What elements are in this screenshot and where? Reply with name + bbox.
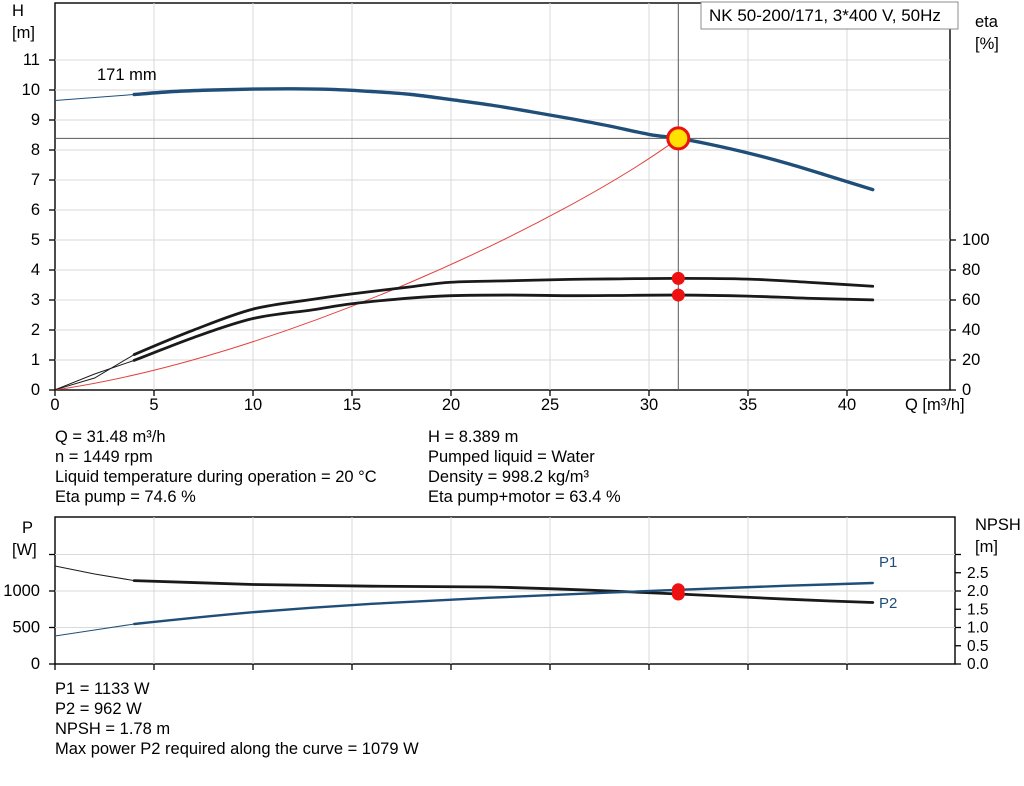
svg-text:2: 2 [31,321,40,339]
svg-text:Liquid temperature during oper: Liquid temperature during operation = 20… [55,468,377,486]
svg-text:eta: eta [975,13,999,31]
svg-text:20: 20 [962,351,980,369]
svg-text:[m]: [m] [12,24,35,42]
svg-text:3: 3 [31,291,40,309]
svg-text:10: 10 [22,81,40,99]
svg-text:500: 500 [12,619,40,637]
svg-text:Q [m³/h]: Q [m³/h] [905,396,965,414]
svg-text:NPSH: NPSH [975,516,1021,534]
svg-text:171 mm: 171 mm [97,66,157,84]
svg-text:NK 50-200/171, 3*400 V, 50Hz: NK 50-200/171, 3*400 V, 50Hz [709,6,941,25]
svg-text:Eta pump = 74.6 %: Eta pump = 74.6 % [55,488,196,506]
svg-text:Max power P2 required along th: Max power P2 required along the curve = … [55,740,419,758]
svg-text:0: 0 [31,655,40,673]
svg-text:4: 4 [31,261,40,279]
svg-text:P2: P2 [879,595,897,612]
svg-text:Pumped liquid = Water: Pumped liquid = Water [428,448,595,466]
svg-text:1: 1 [31,351,40,369]
svg-text:n = 1449 rpm: n = 1449 rpm [55,448,153,466]
svg-text:10: 10 [244,396,262,414]
svg-text:0: 0 [31,381,40,399]
svg-text:40: 40 [962,321,980,339]
svg-text:60: 60 [962,291,980,309]
svg-text:6: 6 [31,201,40,219]
svg-text:9: 9 [31,111,40,129]
svg-text:Density = 998.2 kg/m³: Density = 998.2 kg/m³ [428,468,589,486]
svg-text:1000: 1000 [3,582,40,600]
svg-text:[W]: [W] [12,541,37,559]
svg-text:15: 15 [343,396,361,414]
svg-text:[%]: [%] [975,35,999,53]
svg-text:80: 80 [962,261,980,279]
svg-text:P1 = 1133 W: P1 = 1133 W [55,680,150,698]
svg-text:P: P [22,519,33,537]
svg-text:[m]: [m] [975,538,998,556]
svg-text:8: 8 [31,141,40,159]
svg-text:H: H [12,2,24,20]
svg-text:2.5: 2.5 [967,565,989,582]
svg-text:1.5: 1.5 [967,601,989,618]
svg-text:NPSH = 1.78 m: NPSH = 1.78 m [55,720,170,738]
svg-text:P1: P1 [879,554,897,571]
svg-text:H = 8.389 m: H = 8.389 m [428,428,518,446]
svg-text:40: 40 [838,396,856,414]
svg-text:0.5: 0.5 [967,638,989,655]
svg-text:30: 30 [640,396,658,414]
svg-text:35: 35 [739,396,757,414]
svg-text:0.0: 0.0 [967,656,989,673]
svg-text:1.0: 1.0 [967,620,989,637]
svg-text:100: 100 [962,231,990,249]
svg-text:P2 = 962 W: P2 = 962 W [55,700,142,718]
svg-text:7: 7 [31,171,40,189]
svg-text:5: 5 [149,396,158,414]
svg-text:2.0: 2.0 [967,583,989,600]
svg-text:5: 5 [31,231,40,249]
svg-text:11: 11 [23,51,40,69]
svg-text:0: 0 [50,396,59,414]
svg-text:20: 20 [442,396,460,414]
svg-text:Q = 31.48 m³/h: Q = 31.48 m³/h [55,428,166,446]
svg-text:25: 25 [541,396,559,414]
svg-text:Eta pump+motor = 63.4 %: Eta pump+motor = 63.4 % [428,488,621,506]
